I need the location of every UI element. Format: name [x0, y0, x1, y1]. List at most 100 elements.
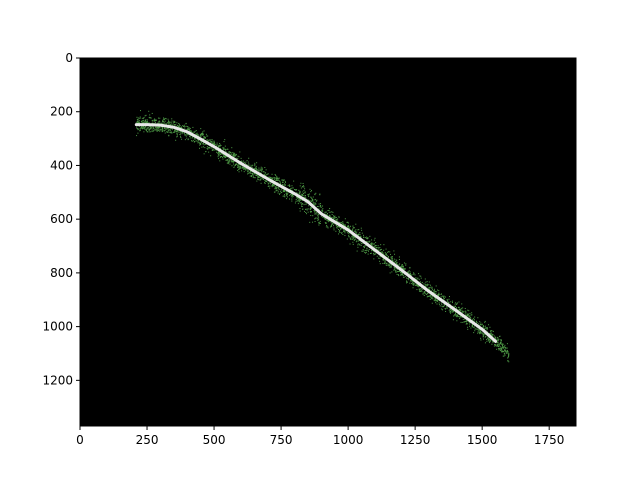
- scatter-point: [151, 131, 153, 133]
- scatter-point: [306, 202, 308, 204]
- scatter-point: [275, 190, 277, 192]
- scatter-point: [155, 119, 157, 121]
- scatter-point: [203, 130, 205, 132]
- scatter-point: [426, 293, 428, 295]
- scatter-point: [284, 196, 286, 198]
- scatter-point: [335, 216, 337, 218]
- scatter-point: [297, 198, 299, 200]
- scatter-point: [200, 142, 202, 144]
- scatter-point: [150, 117, 152, 119]
- scatter-point: [506, 352, 508, 354]
- scatter-point: [244, 162, 246, 164]
- scatter-point: [324, 221, 326, 223]
- scatter-point: [186, 133, 188, 135]
- scatter-point: [400, 274, 402, 276]
- scatter-point: [352, 241, 354, 243]
- scatter-point: [457, 302, 458, 304]
- scatter-point: [168, 135, 170, 137]
- scatter-point: [286, 190, 288, 192]
- scatter-point: [155, 126, 157, 128]
- scatter-point: [332, 211, 334, 213]
- scatter-point: [143, 117, 145, 119]
- scatter-point: [440, 302, 442, 304]
- scatter-point: [496, 341, 498, 343]
- scatter-point: [224, 151, 226, 153]
- scatter-point: [245, 164, 247, 166]
- scatter-point: [171, 120, 173, 122]
- scatter-point: [443, 297, 445, 299]
- scatter-point: [192, 132, 194, 134]
- scatter-point: [258, 171, 260, 173]
- scatter-point: [424, 293, 426, 295]
- scatter-point: [359, 232, 361, 233]
- scatter-point: [257, 175, 259, 177]
- scatter-point: [289, 194, 291, 196]
- scatter-point: [455, 314, 457, 315]
- scatter-point: [144, 128, 146, 130]
- scatter-point: [426, 293, 428, 295]
- scatter-point: [412, 280, 414, 282]
- scatter-point: [264, 183, 266, 185]
- scatter-point: [279, 180, 281, 182]
- scatter-point: [507, 351, 509, 353]
- scatter-point: [383, 244, 385, 246]
- scatter-point: [424, 292, 426, 294]
- scatter-point: [472, 317, 474, 319]
- scatter-point: [229, 163, 231, 165]
- y-tick-label: 400: [50, 158, 73, 172]
- scatter-point: [150, 127, 152, 129]
- scatter-point: [306, 209, 308, 211]
- scatter-point: [473, 326, 475, 328]
- scatter-point: [463, 310, 465, 312]
- scatter-point: [399, 270, 401, 272]
- scatter-point: [289, 185, 291, 187]
- scatter-point: [434, 297, 436, 299]
- scatter-point: [178, 126, 180, 128]
- scatter-point: [331, 225, 333, 227]
- scatter-point: [219, 144, 221, 146]
- scatter-point: [443, 295, 445, 297]
- scatter-point: [254, 169, 256, 171]
- scatter-point: [318, 222, 320, 224]
- scatter-point: [363, 250, 365, 252]
- scatter-point: [431, 290, 433, 292]
- scatter-point: [391, 260, 393, 262]
- scatter-point: [154, 119, 156, 121]
- scatter-point: [153, 119, 155, 121]
- scatter-point: [314, 213, 316, 215]
- scatter-point: [404, 269, 406, 271]
- scatter-point: [437, 289, 439, 291]
- scatter-point: [230, 152, 232, 154]
- scatter-point: [219, 153, 221, 155]
- scatter-point: [471, 319, 473, 321]
- scatter-point: [156, 127, 158, 129]
- scatter-point: [497, 338, 499, 340]
- scatter-point: [313, 210, 315, 212]
- scatter-point: [255, 167, 257, 169]
- scatter-point: [149, 127, 151, 129]
- scatter-point: [297, 203, 299, 205]
- scatter-point: [374, 253, 376, 255]
- scatter-point: [151, 119, 153, 121]
- scatter-point: [383, 258, 385, 260]
- scatter-point: [148, 131, 150, 133]
- scatter-point: [491, 333, 493, 335]
- scatter-point: [406, 281, 408, 283]
- scatter-point: [462, 311, 464, 313]
- scatter-point: [168, 120, 170, 122]
- scatter-point: [254, 173, 256, 175]
- scatter-point: [401, 272, 403, 274]
- scatter-point: [335, 224, 337, 226]
- scatter-point: [503, 347, 505, 349]
- scatter-point: [485, 327, 487, 329]
- scatter-point: [361, 250, 363, 252]
- scatter-point: [396, 260, 398, 262]
- scatter-point: [197, 134, 199, 136]
- scatter-point: [508, 355, 510, 357]
- scatter-point: [320, 215, 322, 217]
- scatter-point: [354, 239, 356, 241]
- scatter-point: [473, 318, 475, 320]
- scatter-point: [420, 277, 422, 279]
- scatter-point: [441, 305, 443, 307]
- scatter-point: [457, 315, 459, 317]
